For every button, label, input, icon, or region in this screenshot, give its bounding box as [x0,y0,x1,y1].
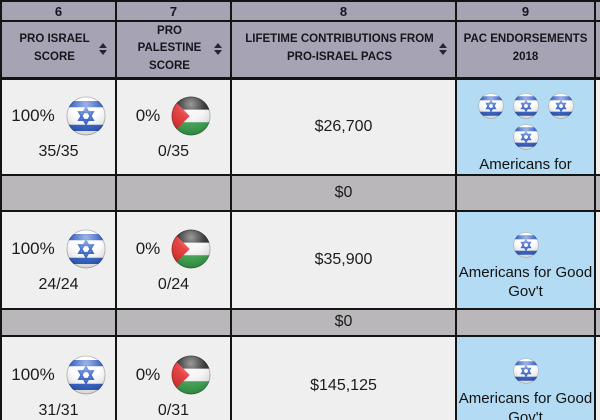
score-percent: 100% [11,365,55,384]
score-fraction: 31/31 [38,402,79,419]
clipped-next-column-cell [594,334,600,420]
column-number-8[interactable]: 8 [230,0,457,22]
empty-cell[interactable] [0,307,117,337]
empty-cell[interactable] [455,307,596,337]
israel-flag-icon [66,96,106,136]
israel-flag-icon [548,93,574,119]
score-fraction: 0/24 [157,276,190,293]
clipped-next-column-header [594,20,600,80]
contribution-amount: $145,125 [310,376,377,394]
pro-israel-score-cell[interactable]: 100% 24/24 [0,209,117,310]
empty-cell[interactable] [455,173,596,212]
empty-cell[interactable] [115,173,232,212]
israel-flag-icon [66,355,106,395]
pro-palestine-score-cell[interactable]: 0% 0/31 [115,334,232,420]
pac-endorsements-cell[interactable]: Americans for Good Gov't [455,209,596,310]
contributions-cell[interactable]: $145,125 [230,334,457,420]
israel-flag-icon [513,358,539,384]
israel-flag-icon [513,124,539,150]
israel-flag-icon [513,93,539,119]
pro-israel-score-cell[interactable]: 100% 35/35 [0,77,117,176]
clipped-next-column-number [594,0,600,22]
header-row: PRO ISRAEL SCORE PRO PALESTINE SCORE LIF… [0,20,600,80]
header-label: PAC ENDORSEMENTS 2018 [463,33,588,64]
table-row: 100% 24/24 0% 0/24 $35,900 [0,209,600,310]
score-percent: 100% [11,106,55,125]
contribution-amount: $26,700 [314,117,373,135]
endorsement-label: Americans for [479,155,572,173]
sort-icon[interactable] [214,43,222,56]
table-row: 100% 35/35 0% 0/35 $26,700 [0,77,600,176]
contributions-cell[interactable]: $35,900 [230,209,457,310]
clipped-next-column-cell [594,307,600,337]
israel-flag-icon [478,93,504,119]
israel-flag-icon [66,229,106,269]
score-fraction: 0/35 [157,143,190,160]
header-label: PRO ISRAEL SCORE [19,33,90,64]
empty-cell[interactable] [0,173,117,212]
empty-cell[interactable] [115,307,232,337]
sort-icon[interactable] [439,43,447,56]
score-fraction: 0/31 [157,402,190,419]
pro-palestine-score-cell[interactable]: 0% 0/35 [115,77,232,176]
clipped-next-column-cell [594,77,600,176]
header-pro-israel-score[interactable]: PRO ISRAEL SCORE [0,20,117,80]
contribution-amount: $35,900 [314,250,373,268]
score-fraction: 35/35 [38,143,79,160]
contributions-cell[interactable]: $0 [230,173,457,212]
pro-palestine-score-cell[interactable]: 0% 0/24 [115,209,232,310]
pac-endorsements-cell[interactable]: Americans for [455,77,596,176]
column-number-row: 6 7 8 9 [0,0,600,22]
sort-icon[interactable] [99,43,107,56]
header-pac-endorsements[interactable]: PAC ENDORSEMENTS 2018 [455,20,596,80]
column-number-9[interactable]: 9 [455,0,596,22]
palestine-flag-icon [171,96,211,136]
header-label: LIFETIME CONTRIBUTIONS FROM PRO-ISRAEL P… [245,33,434,64]
column-number-6[interactable]: 6 [0,0,117,22]
clipped-next-column-cell [594,209,600,310]
score-percent: 0% [135,106,161,125]
header-label: PRO PALESTINE SCORE [137,24,202,73]
column-number-7[interactable]: 7 [115,0,232,22]
israel-flag-icon [513,232,539,258]
score-percent: 0% [135,365,161,384]
clipped-next-column-cell [594,173,600,212]
separator-row: $0 [0,307,600,337]
separator-row: $0 [0,173,600,212]
contributions-cell[interactable]: $26,700 [230,77,457,176]
contributions-cell[interactable]: $0 [230,307,457,337]
endorsement-label: Americans for Good Gov't [458,389,593,420]
score-percent: 0% [135,239,161,258]
contribution-amount: $0 [334,313,353,330]
endorsement-label: Americans for Good Gov't [458,263,593,300]
score-fraction: 24/24 [38,276,79,293]
contribution-amount: $0 [334,183,353,201]
header-pro-palestine-score[interactable]: PRO PALESTINE SCORE [115,20,232,80]
header-lifetime-contributions[interactable]: LIFETIME CONTRIBUTIONS FROM PRO-ISRAEL P… [230,20,457,80]
pro-israel-score-cell[interactable]: 100% 31/31 [0,334,117,420]
score-percent: 100% [11,239,55,258]
palestine-flag-icon [171,355,211,395]
table-row: 100% 31/31 0% 0/31 $145,125 [0,334,600,420]
pac-endorsements-cell[interactable]: Americans for Good Gov't [455,334,596,420]
palestine-flag-icon [171,229,211,269]
